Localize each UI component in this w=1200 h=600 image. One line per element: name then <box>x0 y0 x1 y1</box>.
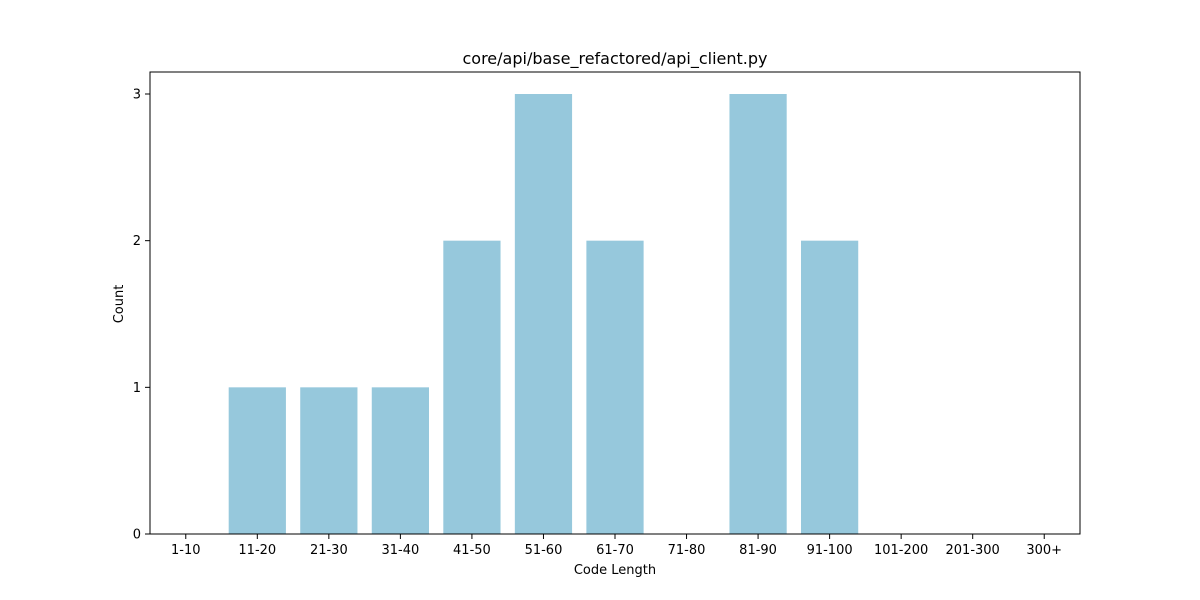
bar-11-20 <box>228 387 286 534</box>
bar-51-60 <box>514 94 573 534</box>
bar-91-100 <box>801 240 859 534</box>
x-tick-label: 71-80 <box>668 543 706 558</box>
y-tick-label: 3 <box>133 88 141 103</box>
plot-area-frame <box>149 71 1081 535</box>
y-axis-ticks: 0 1 2 3 <box>133 88 150 543</box>
x-axis-ticks: 1-10 11-20 21-30 31-40 41-50 51-60 61-70 71-80 8… <box>171 534 1062 558</box>
x-tick-label: 41-50 <box>453 543 491 558</box>
y-tick-label: 2 <box>133 234 141 249</box>
bars-group <box>228 94 859 534</box>
x-axis-label: Code Length <box>574 563 656 578</box>
x-tick-label: 1-10 <box>171 543 201 558</box>
x-tick-label: 81-90 <box>739 543 777 558</box>
bar-61-70 <box>586 240 644 534</box>
y-tick-label: 1 <box>133 381 141 396</box>
bar-81-90 <box>729 94 787 534</box>
x-tick-label: 31-40 <box>381 543 419 558</box>
x-tick-label: 300+ <box>1026 543 1062 558</box>
y-axis-label: Count <box>112 285 127 324</box>
x-tick-label: 91-100 <box>807 543 853 558</box>
bar-21-30 <box>300 387 358 534</box>
bar-31-40 <box>371 387 429 534</box>
x-tick-label: 61-70 <box>596 543 634 558</box>
x-tick-label: 21-30 <box>310 543 348 558</box>
x-tick-label: 11-20 <box>238 543 276 558</box>
x-tick-label: 201-300 <box>946 543 1000 558</box>
x-tick-label: 51-60 <box>525 543 563 558</box>
chart-title: core/api/base_refactored/api_client.py <box>462 49 767 69</box>
y-tick-label: 0 <box>133 528 141 543</box>
x-tick-label: 101-200 <box>874 543 928 558</box>
bar-41-50 <box>443 240 501 534</box>
